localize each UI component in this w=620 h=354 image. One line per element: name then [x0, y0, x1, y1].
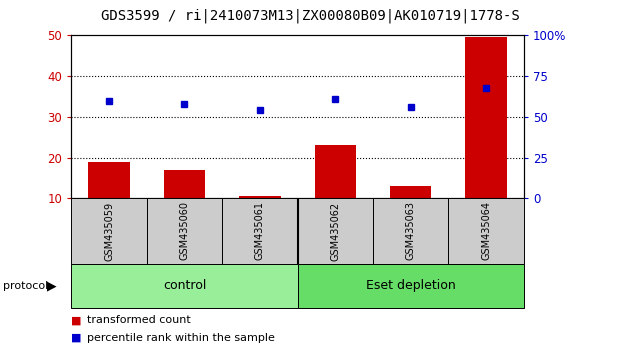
Bar — [373, 198, 448, 264]
Bar — [448, 198, 524, 264]
Bar — [390, 186, 432, 198]
Text: control: control — [163, 279, 206, 292]
Text: GSM435062: GSM435062 — [330, 201, 340, 261]
Text: ■: ■ — [71, 333, 82, 343]
Text: percentile rank within the sample: percentile rank within the sample — [87, 333, 275, 343]
Text: GSM435061: GSM435061 — [255, 201, 265, 261]
Bar — [314, 145, 356, 198]
Bar — [71, 198, 147, 264]
Bar — [298, 264, 524, 308]
Bar — [88, 161, 130, 198]
Text: GSM435060: GSM435060 — [179, 201, 190, 261]
Bar — [164, 170, 205, 198]
Text: transformed count: transformed count — [87, 315, 190, 325]
Bar — [71, 264, 298, 308]
Text: Eset depletion: Eset depletion — [366, 279, 456, 292]
Text: GSM435064: GSM435064 — [481, 201, 491, 261]
Bar — [147, 198, 222, 264]
Text: ▶: ▶ — [46, 279, 56, 292]
Bar — [222, 198, 298, 264]
Text: GSM435063: GSM435063 — [405, 201, 416, 261]
Text: GDS3599 / ri|2410073M13|ZX00080B09|AK010719|1778-S: GDS3599 / ri|2410073M13|ZX00080B09|AK010… — [100, 9, 520, 23]
Text: ■: ■ — [71, 315, 82, 325]
Bar — [466, 38, 507, 198]
Bar — [239, 196, 281, 198]
Text: GSM435059: GSM435059 — [104, 201, 114, 261]
Bar — [298, 198, 373, 264]
Text: protocol: protocol — [3, 281, 48, 291]
